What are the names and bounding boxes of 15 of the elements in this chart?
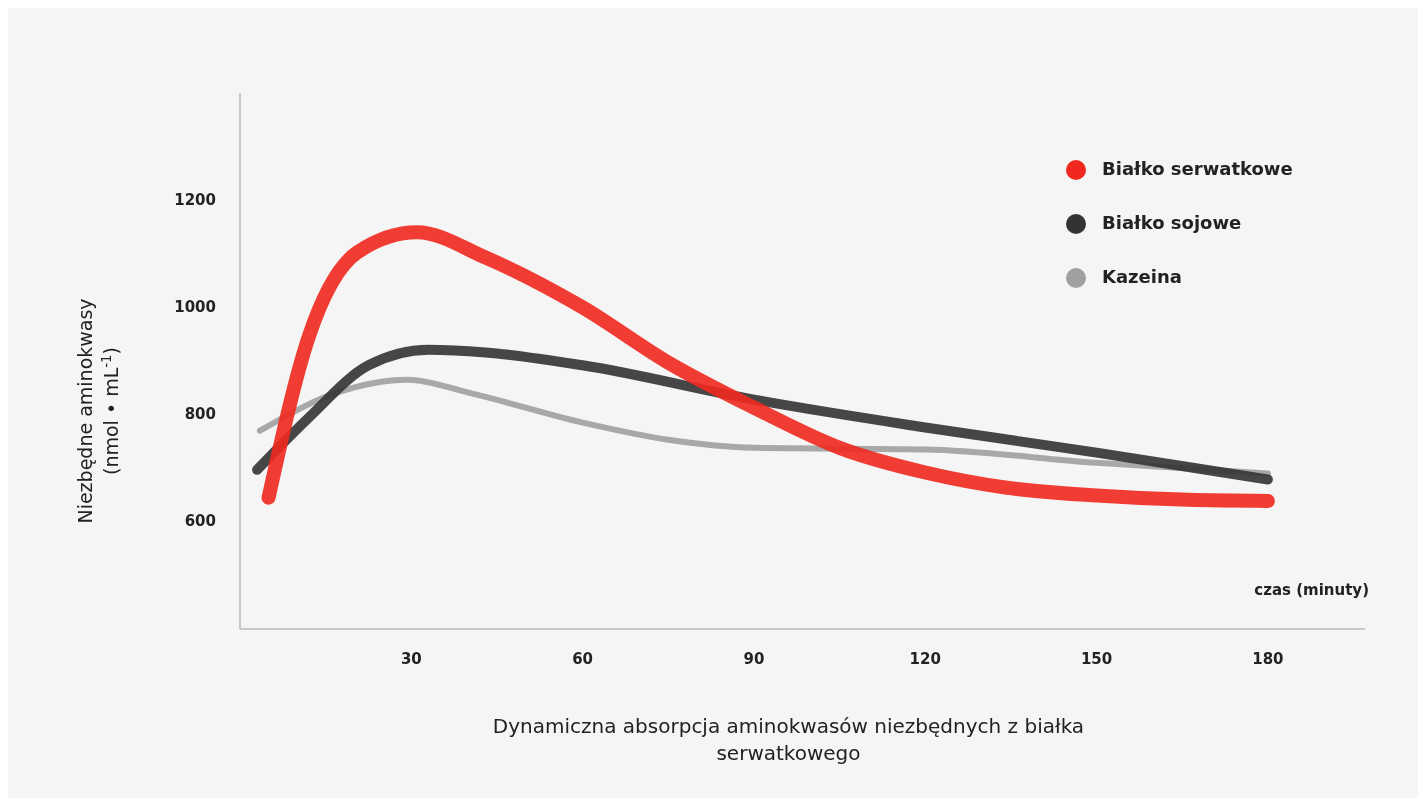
y-tick-label: 1000 — [174, 297, 216, 316]
x-tick-label: 60 — [572, 649, 594, 668]
x-tick-label: 150 — [1080, 649, 1113, 668]
y-tick-label: 1200 — [174, 190, 216, 209]
text: Dynamiczna absorpcja aminokwasów niezbędnych z białka serwatkowego — [492, 714, 1085, 765]
x-tick-label: 120 — [909, 649, 941, 668]
x-tick-label: 180 — [1252, 649, 1284, 668]
legend-label: Kazeina — [1102, 266, 1182, 287]
x-tick-label: 90 — [743, 649, 765, 668]
legend-label: Białko sojowe — [1102, 212, 1242, 233]
y-tick-label: 800 — [184, 405, 216, 424]
y-tick-label: 600 — [184, 512, 216, 531]
x-axis-title: czas (minuty) — [1254, 581, 1369, 599]
x-tick-label: 30 — [400, 649, 422, 668]
legend-label: Białko serwatkowe — [1102, 158, 1293, 179]
